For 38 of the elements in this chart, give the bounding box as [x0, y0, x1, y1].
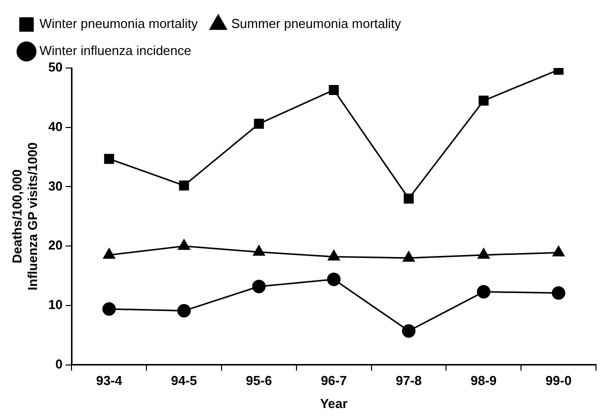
point: [179, 180, 190, 191]
point: [478, 248, 490, 259]
point: [404, 194, 414, 204]
y-tick-label: 20: [48, 238, 63, 253]
point: [402, 251, 415, 262]
point: [402, 324, 416, 338]
point: [254, 118, 264, 129]
y-axis-title: Deaths/100,000 Influenza GP visits/1000: [9, 142, 40, 290]
y-tick-label: 0: [55, 356, 63, 372]
x-tick-label: 98-9: [470, 373, 497, 388]
legend-label: Winter pneumonia mortality: [40, 16, 198, 32]
y-tick-label: 10: [48, 297, 63, 312]
point: [102, 302, 116, 316]
point: [177, 304, 191, 318]
point: [478, 96, 489, 106]
point: [327, 272, 341, 286]
y-tick-label: 30: [48, 178, 63, 194]
x-tick-label: 96-7: [320, 373, 347, 388]
point: [178, 239, 190, 250]
point: [328, 84, 339, 95]
point: [103, 248, 116, 259]
point: [252, 280, 266, 294]
y-tick-label: 50: [48, 60, 63, 75]
point: [476, 285, 490, 299]
point: [104, 154, 114, 164]
x-tick-label: 94-5: [171, 373, 198, 388]
point: [252, 245, 265, 256]
x-tick-label: 99-0: [546, 373, 572, 388]
x-tick-label: 93-4: [96, 373, 123, 388]
point: [552, 286, 566, 300]
x-tick-label: 97-8: [396, 373, 422, 388]
point: [328, 250, 340, 261]
x-axis-title: Year: [320, 396, 348, 411]
y-tick-label: 40: [48, 118, 63, 134]
legend-label: Summer pneumonia mortality: [231, 16, 402, 32]
legend-label: Winter influenza incidence: [40, 43, 192, 58]
point: [552, 246, 564, 256]
x-tick-label: 95-6: [246, 373, 272, 388]
